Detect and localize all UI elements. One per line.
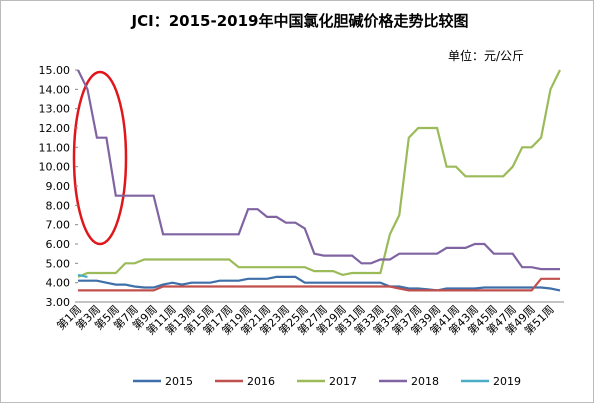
y-tick-label: 6.00 xyxy=(46,238,71,251)
y-tick-label: 12.00 xyxy=(39,122,71,135)
legend-label: 2016 xyxy=(247,375,275,388)
y-tick-label: 15.00 xyxy=(39,64,71,77)
y-tick-label: 14.00 xyxy=(39,83,71,96)
y-tick-label: 9.00 xyxy=(46,180,71,193)
y-tick-label: 13.00 xyxy=(39,103,71,116)
y-tick-label: 7.00 xyxy=(46,219,71,232)
series-line xyxy=(78,275,561,292)
legend-label: 2017 xyxy=(329,375,357,388)
legend-label: 2019 xyxy=(493,375,521,388)
y-tick-label: 3.00 xyxy=(46,296,71,309)
y-tick-label: 5.00 xyxy=(46,257,71,270)
series-line xyxy=(77,69,561,278)
unit-label: 单位：元/公斤 xyxy=(448,48,524,63)
y-tick-label: 8.00 xyxy=(46,199,71,212)
y-tick-label: 4.00 xyxy=(46,277,71,290)
series-line xyxy=(77,69,560,271)
y-tick-label: 10.00 xyxy=(39,161,71,174)
series-line xyxy=(77,273,88,278)
series-line xyxy=(78,277,560,292)
legend-label: 2015 xyxy=(165,375,193,388)
legend-label: 2018 xyxy=(411,375,439,388)
chart-title: JCI：2015-2019年中国氯化胆碱价格走势比较图 xyxy=(131,12,469,30)
highlight-ellipse xyxy=(72,70,128,246)
y-tick-label: 11.00 xyxy=(39,141,71,154)
